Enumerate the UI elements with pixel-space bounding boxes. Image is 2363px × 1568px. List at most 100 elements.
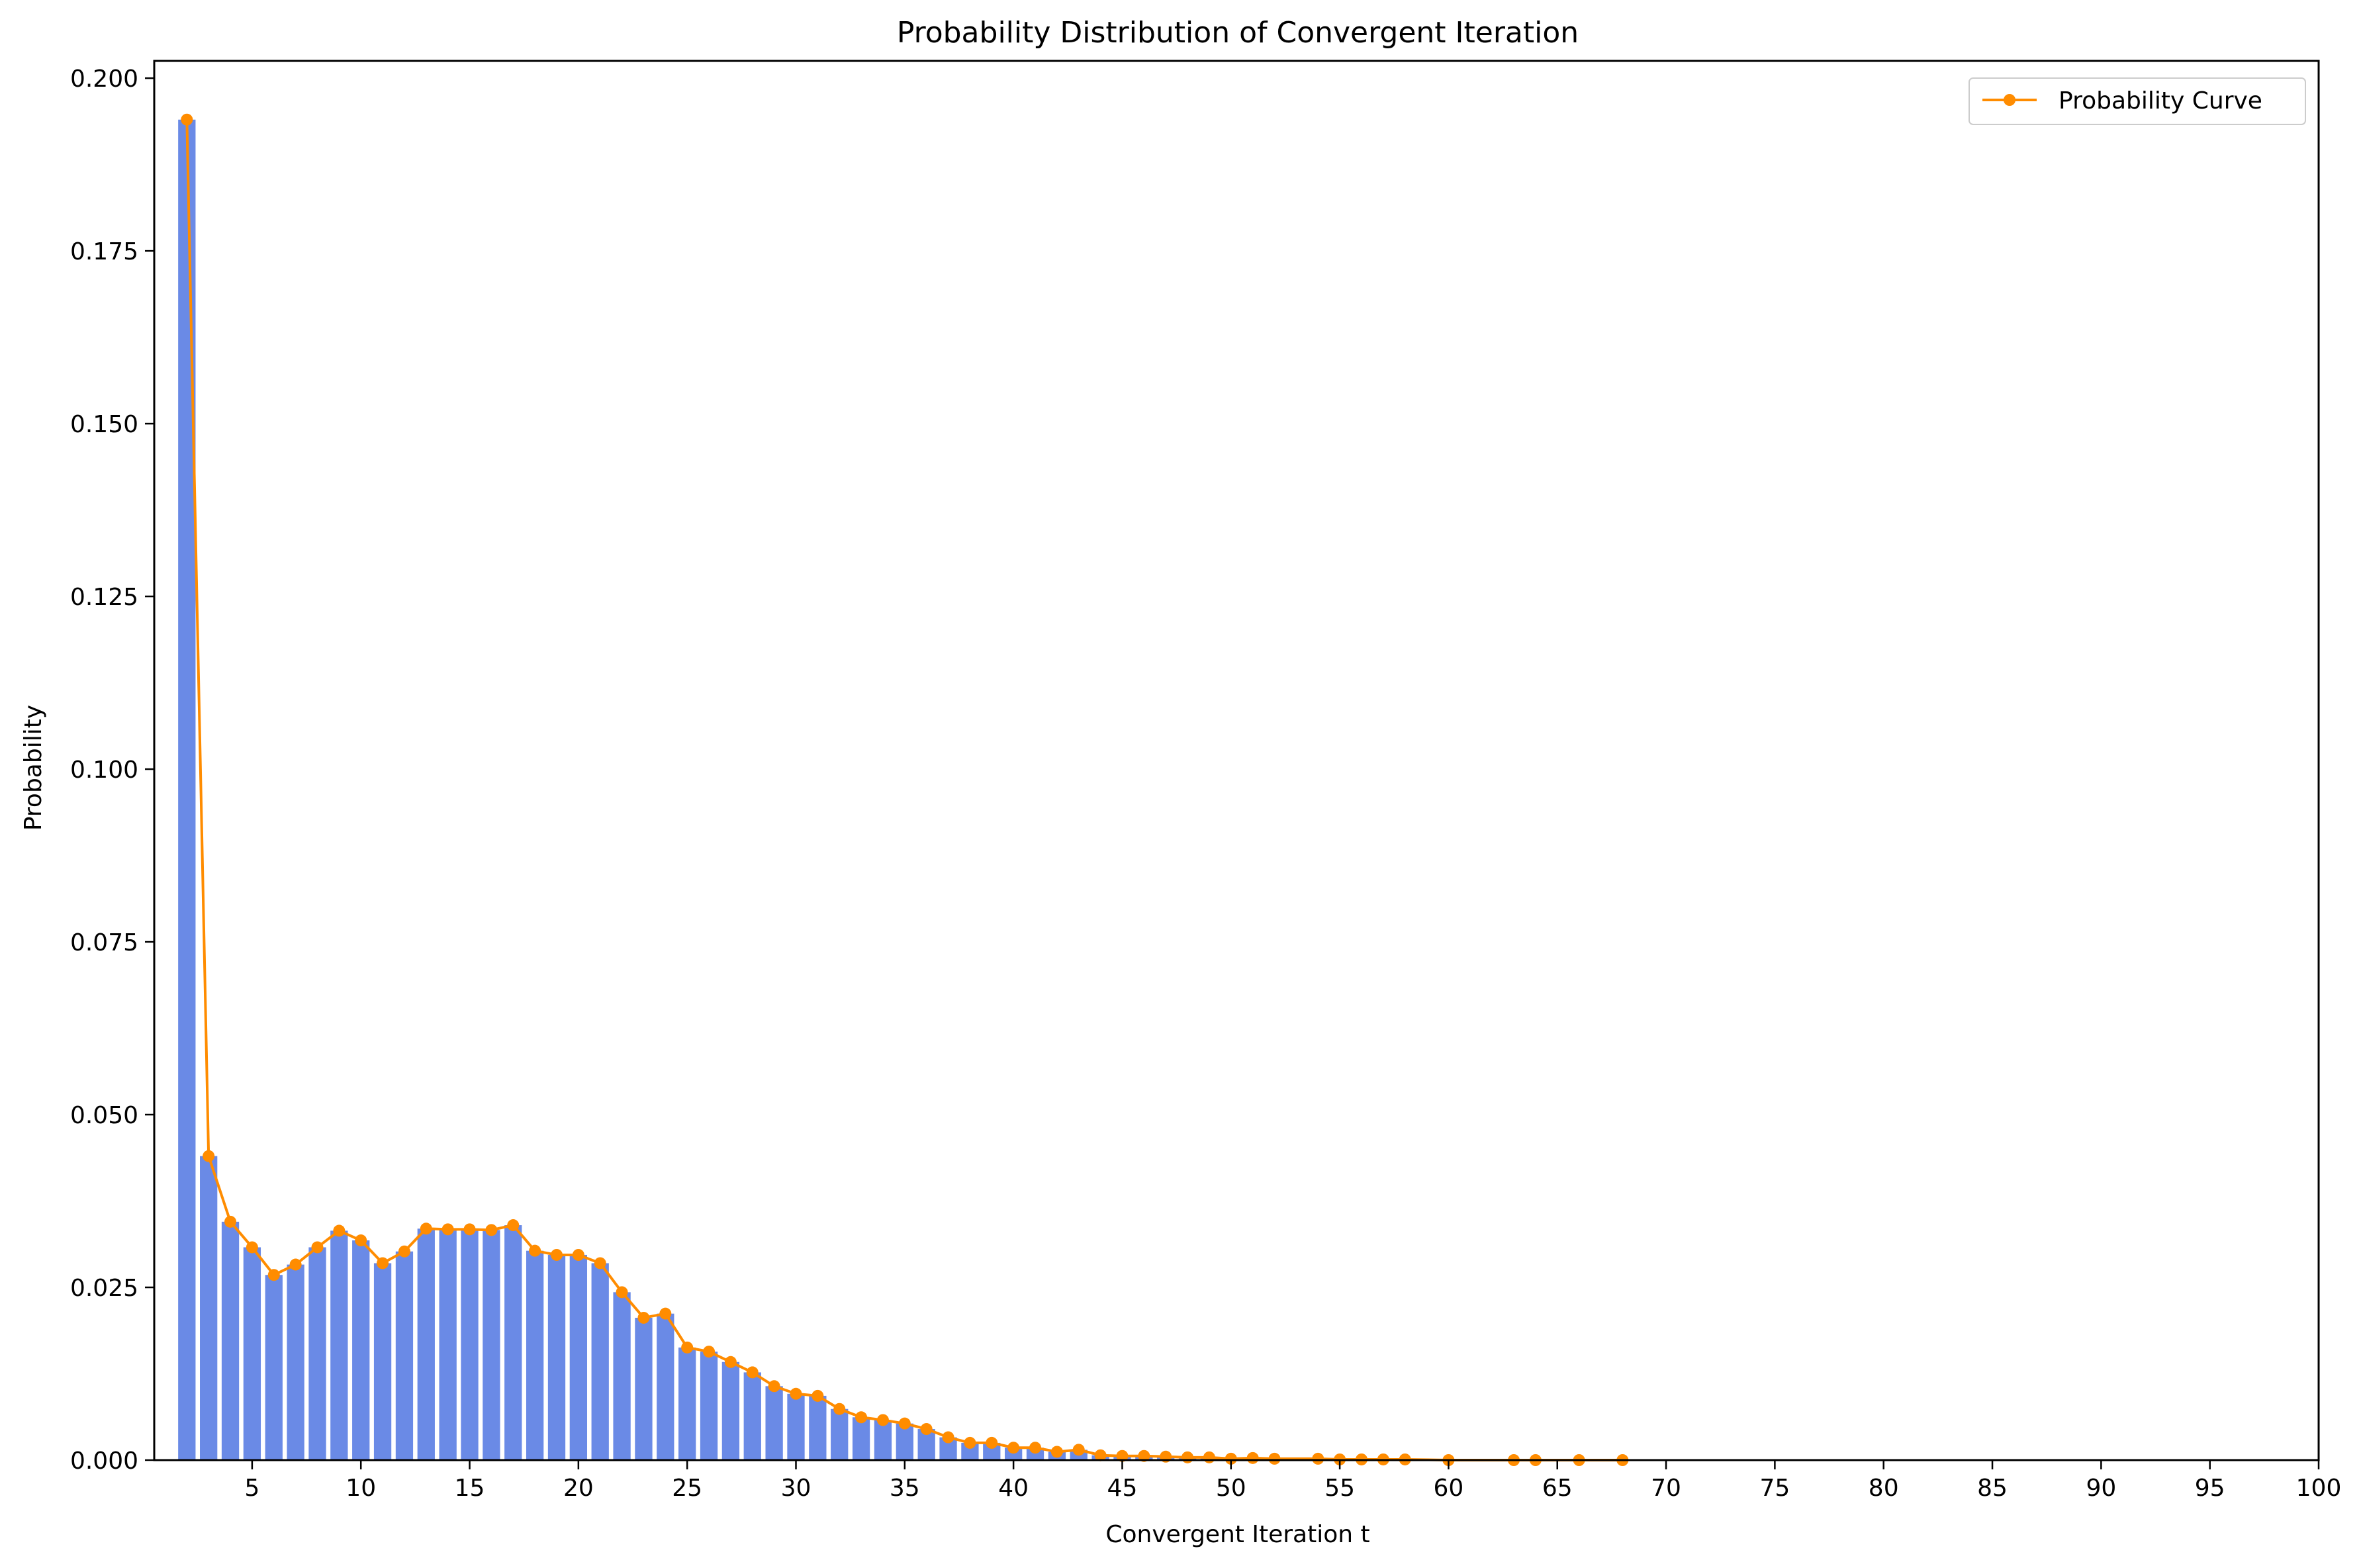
curve-point <box>1116 1450 1129 1462</box>
bar <box>178 119 196 1460</box>
curve-point <box>529 1244 541 1257</box>
curve-point <box>507 1219 520 1232</box>
curve-point <box>811 1389 824 1402</box>
x-axis-label: Convergent Iteration t <box>1105 1521 1369 1548</box>
curve-point <box>1072 1444 1085 1456</box>
curve-point <box>898 1417 911 1430</box>
bar <box>373 1263 392 1460</box>
curve-point <box>964 1436 976 1449</box>
bar <box>265 1275 283 1460</box>
curve-point <box>768 1380 780 1393</box>
x-tick-label: 100 <box>2296 1475 2342 1502</box>
bar <box>700 1352 718 1460</box>
x-tick-label: 30 <box>781 1475 811 1502</box>
curve-point <box>1182 1451 1194 1463</box>
plot-frame <box>153 60 2320 1461</box>
bar <box>308 1247 326 1460</box>
y-tick-label: 0.125 <box>70 584 138 611</box>
curve-point <box>311 1241 324 1254</box>
legend-entry-label: Probability Curve <box>2059 87 2262 115</box>
curve-point <box>1246 1452 1259 1464</box>
curve-point <box>1312 1452 1324 1465</box>
curve-point <box>703 1346 716 1358</box>
curve-point <box>441 1223 454 1236</box>
y-tick-label: 0.100 <box>70 757 138 784</box>
curve-point <box>594 1257 606 1269</box>
y-tick-label: 0.000 <box>70 1448 138 1475</box>
bar <box>417 1228 435 1460</box>
bar <box>569 1254 587 1460</box>
curve-point <box>746 1366 759 1379</box>
x-tick-label: 20 <box>563 1475 594 1502</box>
x-tick-label: 35 <box>890 1475 920 1502</box>
bar <box>526 1250 544 1460</box>
curve-point <box>986 1436 998 1449</box>
x-tick-label: 90 <box>2086 1475 2116 1502</box>
x-axis-ticks: 5 10 15 20 25 30 35 40 45 50 55 60 65 70 75 80 85 90 95 100 <box>244 1460 2341 1502</box>
curve-point <box>1094 1449 1107 1461</box>
x-tick-label: 65 <box>1542 1475 1573 1502</box>
bar <box>461 1229 479 1460</box>
curve-point <box>876 1414 889 1426</box>
y-tick-label: 0.025 <box>70 1275 138 1302</box>
x-tick-label: 15 <box>455 1475 485 1502</box>
bar <box>852 1417 870 1460</box>
curve-point <box>637 1311 650 1324</box>
x-tick-label: 70 <box>1651 1475 1681 1502</box>
x-tick-label: 5 <box>244 1475 259 1502</box>
curve-point <box>420 1222 432 1235</box>
bar <box>330 1230 348 1460</box>
bar <box>243 1247 261 1460</box>
bar <box>504 1225 522 1460</box>
curve-point <box>1138 1450 1150 1462</box>
bar <box>287 1264 304 1460</box>
curve-point <box>289 1258 302 1271</box>
curve-point <box>790 1387 802 1400</box>
bar <box>483 1230 500 1460</box>
curve-point <box>377 1257 389 1269</box>
y-tick-label: 0.050 <box>70 1102 138 1129</box>
x-tick-label: 50 <box>1216 1475 1246 1502</box>
bar <box>635 1317 653 1460</box>
curve-point <box>572 1248 584 1261</box>
bar <box>591 1263 609 1460</box>
bar <box>352 1240 370 1460</box>
curve-point <box>1050 1446 1063 1458</box>
bar <box>395 1251 414 1460</box>
curve-point <box>833 1403 846 1415</box>
y-tick-label: 0.075 <box>70 929 138 956</box>
curve-point <box>246 1241 258 1254</box>
curve-point <box>355 1234 367 1247</box>
y-tick-label: 0.200 <box>70 66 138 93</box>
curve-point <box>920 1423 933 1436</box>
bar <box>657 1313 674 1460</box>
y-tick-label: 0.175 <box>70 238 138 265</box>
curve-point <box>181 113 193 126</box>
x-tick-label: 75 <box>1759 1475 1790 1502</box>
bar <box>547 1254 566 1460</box>
x-tick-label: 55 <box>1324 1475 1355 1502</box>
curve-point <box>1029 1442 1042 1454</box>
curve-point <box>203 1150 215 1162</box>
curve-point <box>550 1248 563 1261</box>
x-tick-label: 85 <box>1977 1475 2008 1502</box>
y-axis-label: Probability <box>20 705 47 831</box>
bar <box>831 1408 849 1460</box>
curve-point <box>681 1341 694 1354</box>
bar <box>678 1347 696 1460</box>
bar <box>874 1420 892 1460</box>
legend-box <box>1969 77 2306 125</box>
bar <box>721 1361 740 1460</box>
x-tick-label: 95 <box>2195 1475 2225 1502</box>
curve-point <box>1225 1452 1237 1465</box>
chart-title: Probability Distribution of Convergent I… <box>897 16 1579 50</box>
curve-point <box>485 1224 498 1236</box>
curve-point <box>333 1224 346 1237</box>
curve-point <box>616 1286 628 1299</box>
bar <box>787 1393 805 1460</box>
curve-point <box>224 1215 237 1228</box>
bar <box>613 1292 631 1460</box>
curve-point <box>855 1411 868 1424</box>
